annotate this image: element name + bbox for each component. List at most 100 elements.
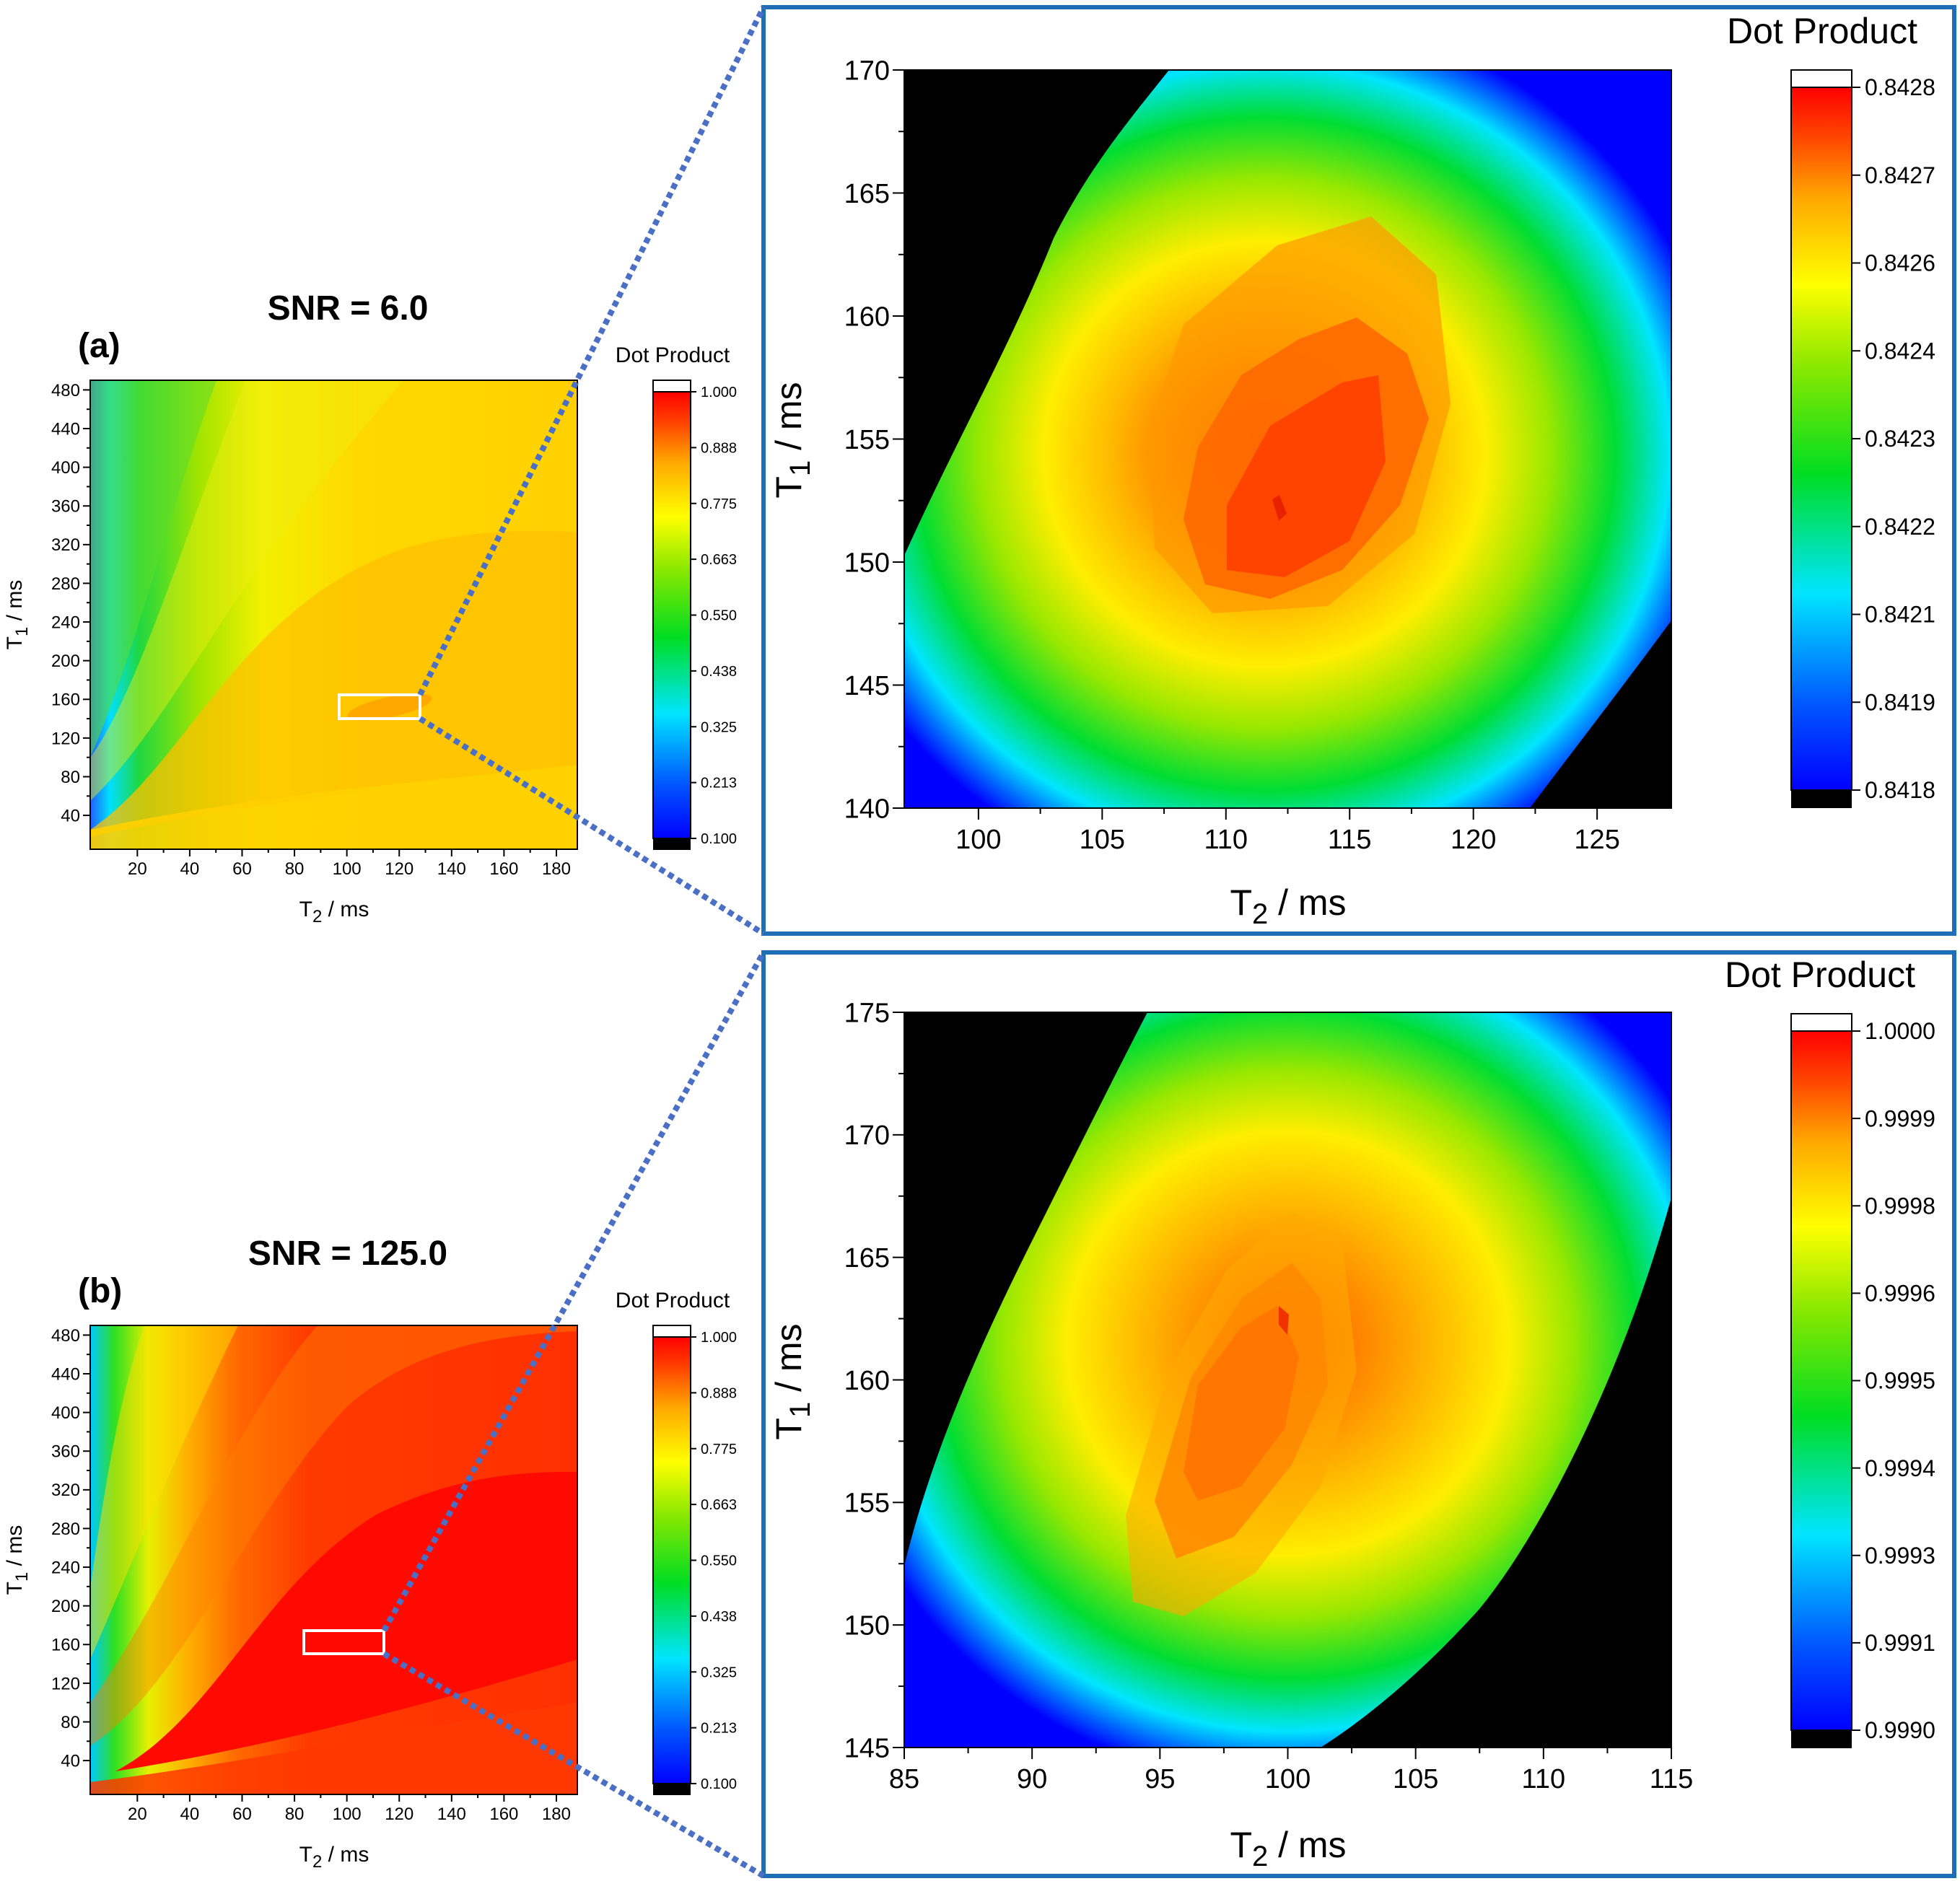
heatmap-a-band-green (90, 380, 216, 849)
colorbar-tick-label: 1.000 (701, 385, 737, 400)
colorbar-tick-label: 0.100 (701, 1776, 737, 1792)
colorbar-tick-label: 0.775 (701, 1442, 737, 1457)
zoom-frame-b (761, 950, 1956, 1878)
x-label-zoom-a: T2 / ms (1230, 882, 1346, 930)
y-label-b: T1 / ms (3, 1525, 32, 1595)
x-tick-label: 90 (1017, 1764, 1047, 1794)
x-tick-label: 110 (1522, 1764, 1566, 1794)
x-tick-label: 115 (1650, 1764, 1694, 1794)
heatmap-a-band-yellow (90, 380, 404, 849)
colorbar-tick-label: 0.325 (701, 1665, 737, 1680)
x-tick-label: 105 (1080, 825, 1125, 855)
x-tick-label: 100 (333, 1805, 362, 1824)
colorbar-tick-label: 0.9995 (1865, 1368, 1935, 1394)
heatmap-zoom-b-core-peak (1184, 1306, 1299, 1501)
y-tick-label: 170 (844, 56, 890, 86)
colorbar-b (652, 1336, 691, 1784)
heatmap-a (90, 380, 577, 849)
x-tick-label: 20 (128, 1805, 147, 1824)
colorbar-zoom-b-ticks: 0.9990 0.9991 0.9993 0.9994 0.9995 0.9996 0.99… (1852, 1018, 1935, 1743)
colorbar-zoom-a-ticks: 0.8418 0.8419 0.8421 0.8422 0.8423 0.8424 0.84… (1852, 74, 1935, 803)
heatmap-zoom-a-peak-cell (1272, 495, 1287, 521)
colorbar-tick-label: 0.8428 (1865, 74, 1935, 100)
y-tick-label: 80 (61, 1713, 80, 1732)
x-tick-label: 110 (1204, 825, 1248, 855)
leader-line-a-bottom (418, 716, 766, 937)
x-tick-label: 140 (437, 859, 466, 879)
colorbar-tick-label: 1.000 (701, 1330, 737, 1346)
colorbar-tick-label: 0.9994 (1865, 1455, 1935, 1481)
colorbar-tick-label: 0.8422 (1865, 514, 1935, 540)
colorbar-tick-label: 0.438 (701, 664, 737, 680)
heatmap-a-peak-region (347, 693, 432, 721)
y-tick-label: 400 (51, 458, 80, 478)
zoom-frame-a (761, 5, 1956, 936)
y-tick-label: 150 (844, 1610, 890, 1641)
y-tick-label: 175 (844, 998, 890, 1028)
x-tick-label: 105 (1393, 1764, 1438, 1794)
colorbar-zoom-a (1790, 87, 1852, 791)
y-tick-label: 440 (51, 419, 80, 439)
y-tick-label: 140 (844, 794, 890, 824)
heatmap-a-band-lower (90, 765, 577, 849)
colorbar-tick-label: 0.9993 (1865, 1543, 1935, 1569)
colorbar-tick-label: 0.550 (701, 1553, 737, 1569)
colorbar-a (652, 391, 691, 839)
y-tick-label: 240 (51, 1558, 80, 1577)
y-tick-label: 160 (51, 690, 80, 710)
x-tick-label: 140 (437, 1805, 466, 1824)
y-tick-label: 160 (51, 1636, 80, 1655)
colorbar-b-cap (652, 1325, 691, 1338)
heatmap-b (90, 1325, 577, 1794)
heatmap-b-band-lower (90, 1703, 577, 1794)
x-tick-label: 115 (1328, 825, 1372, 855)
colorbar-tick-label: 0.9991 (1865, 1630, 1935, 1656)
x-tick-label: 120 (385, 859, 414, 879)
zoom-box-b[interactable] (302, 1629, 385, 1655)
plot-frame-b (89, 1325, 578, 1795)
y-tick-label: 155 (844, 1488, 890, 1519)
y-tick-label: 440 (51, 1364, 80, 1384)
y-tick-label: 145 (844, 671, 890, 701)
colorbar-a-ticks: 0.100 0.213 0.325 0.438 0.550 0.663 0.775 0.888… (691, 385, 737, 847)
y-tick-label: 360 (51, 1442, 80, 1462)
y-tick-label: 320 (51, 1481, 80, 1500)
colorbar-tick-label: 0.663 (701, 552, 737, 568)
colorbar-tick-label: 0.213 (701, 1721, 737, 1737)
colorbar-tick-label: 0.9998 (1865, 1193, 1935, 1219)
colorbar-zoom-a-cap (1790, 69, 1852, 88)
colorbar-tick-label: 0.8421 (1865, 602, 1935, 628)
colorbar-tick-label: 0.8418 (1865, 777, 1935, 803)
colorbar-zoom-b (1790, 1030, 1852, 1731)
colorbar-zoom-b-cap (1790, 1013, 1852, 1032)
y-tick-label: 360 (51, 497, 80, 517)
axes-zoom-b: 85 90 95 100 105 110 115 145 150 155 160 165 170 175 (844, 998, 1694, 1794)
colorbar-b-ticks: 0.100 0.213 0.325 0.438 0.550 0.663 0.775 0.888… (691, 1330, 737, 1792)
axes-a: 20 40 60 80 100 120 140 160 180 40 80 120 160 200 240 2… (51, 381, 571, 879)
x-tick-label: 60 (232, 1805, 252, 1824)
heatmap-b-band-yellow (90, 1325, 238, 1794)
x-tick-label: 120 (385, 1805, 414, 1824)
colorbar-tick-label: 0.9999 (1865, 1105, 1935, 1131)
y-tick-label: 320 (51, 535, 80, 555)
title-a: SNR = 6.0 (268, 289, 429, 328)
colorbar-tick-label: 0.775 (701, 496, 737, 512)
panel-label-b: (b) (78, 1272, 122, 1310)
x-tick-label: 160 (489, 859, 518, 879)
heatmap-b-band-red (115, 1472, 577, 1771)
colorbar-tick-label: 0.8426 (1865, 250, 1935, 276)
y-tick-label: 200 (51, 652, 80, 671)
x-tick-label: 125 (1574, 825, 1619, 855)
y-tick-label: 40 (61, 1751, 80, 1771)
zoom-box-a[interactable] (338, 693, 421, 720)
x-tick-label: 100 (955, 825, 1001, 855)
x-tick-label: 40 (180, 1805, 200, 1824)
colorbar-tick-label: 1.0000 (1865, 1018, 1935, 1044)
x-tick-label: 80 (285, 1805, 305, 1824)
x-tick-label: 180 (542, 859, 571, 879)
colorbar-tick-label: 0.550 (701, 608, 737, 624)
x-tick-label: 20 (128, 859, 147, 879)
x-label-b: T2 / ms (299, 1843, 369, 1872)
colorbar-tick-label: 0.100 (701, 831, 737, 847)
